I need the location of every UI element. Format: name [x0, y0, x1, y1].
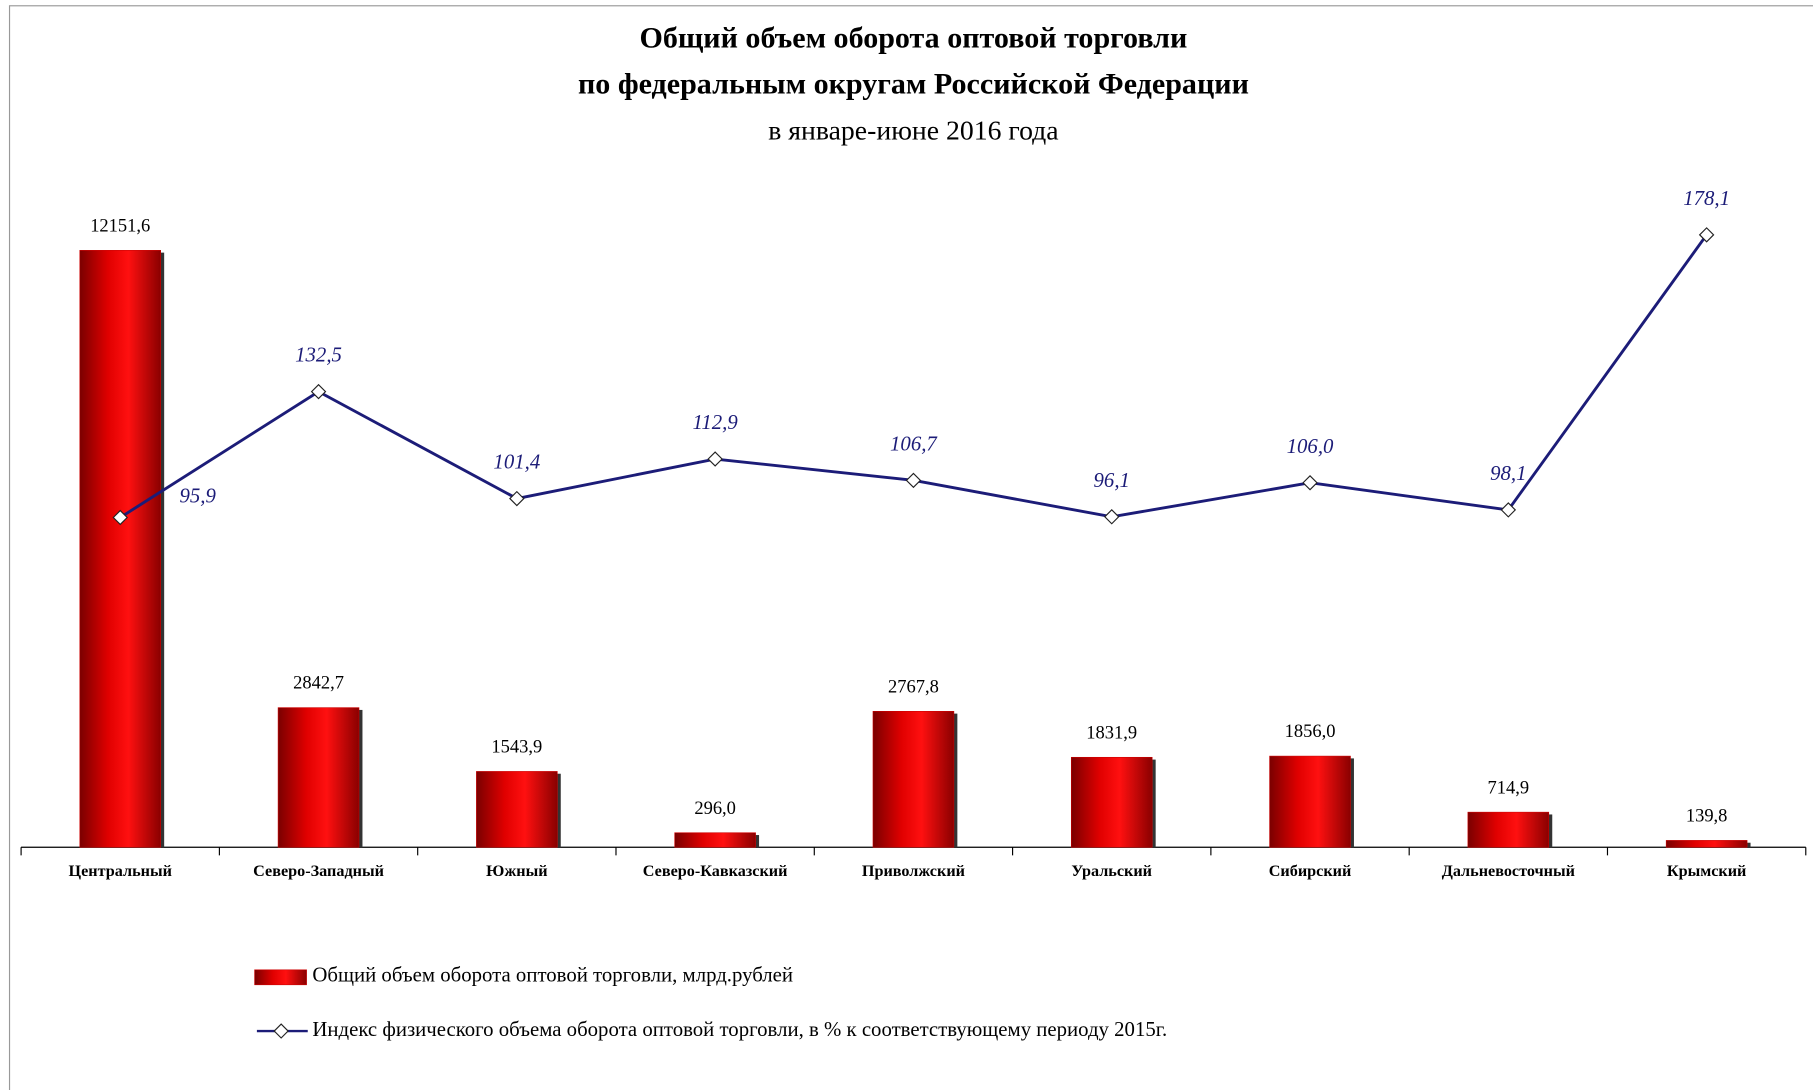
bar	[872, 711, 955, 848]
x-tick-label: Южный	[486, 863, 548, 881]
x-tick-label: Крымский	[1666, 863, 1747, 881]
bar-value-label: 1543,9	[491, 737, 542, 757]
x-tick-label: Северо-Западный	[253, 863, 384, 881]
bar-value-label: 139,8	[1686, 806, 1728, 826]
line-value-label: 106,7	[890, 432, 938, 455]
x-label-box: Северо-Кавказский	[642, 863, 788, 881]
legend-marker	[273, 1023, 289, 1039]
x-label-box: Уральский	[1071, 863, 1153, 881]
line-value-label: 96,1	[1094, 469, 1130, 492]
x-tick-label: Сибирский	[1268, 863, 1352, 881]
line-value-label: 112,9	[693, 411, 739, 434]
line-value-label: 98,1	[1490, 462, 1526, 485]
bar-value-label: 2767,8	[888, 676, 939, 696]
bar	[674, 832, 756, 848]
line-marker	[1500, 502, 1517, 518]
bar	[79, 250, 161, 848]
chart-title: Общий объем оборота оптовой торговли	[640, 20, 1188, 54]
line-marker	[905, 472, 922, 489]
line-marker	[310, 383, 327, 400]
line-marker	[1698, 227, 1715, 243]
x-tick-label: Северо-Кавказский	[642, 863, 788, 881]
bar	[1467, 811, 1550, 848]
line-marker	[1103, 509, 1120, 525]
bar	[1269, 755, 1351, 848]
x-label-box: Северо-Западный	[253, 863, 384, 881]
x-tick-label: Уральский	[1071, 863, 1153, 881]
legend-label: Индекс физического объема оборота оптово…	[312, 1018, 1167, 1041]
x-label-box: Сибирский	[1268, 863, 1352, 881]
line-value-label: 106,0	[1287, 435, 1334, 458]
legend-label: Общий объем оборота оптовой торговли, мл…	[312, 963, 793, 986]
line-marker	[1302, 475, 1318, 491]
chart-title: по федеральным округам Российской Федера…	[578, 67, 1249, 101]
frame	[8, 5, 1813, 1090]
x-label-box: Приволжский	[861, 863, 965, 881]
bar-value-label: 2842,7	[293, 673, 344, 693]
bar-value-label: 296,0	[694, 798, 736, 818]
bar-value-label: 12151,6	[90, 215, 150, 235]
x-tick-label: Приволжский	[861, 863, 965, 881]
x-label-box: Дальневосточный	[1441, 863, 1575, 881]
line-marker	[509, 490, 525, 507]
x-tick-label: Центральный	[68, 863, 172, 881]
line-value-label: 178,1	[1683, 187, 1730, 210]
x-label-box: Центральный	[68, 863, 172, 881]
line-value-label: 95,9	[179, 485, 216, 508]
bar-value-label: 1856,0	[1285, 721, 1336, 741]
chart-subtitle: в январе-июне 2016 года	[768, 115, 1058, 146]
x-label-box: Южный	[486, 863, 548, 881]
x-tick-label: Дальневосточный	[1441, 863, 1575, 881]
bar	[1665, 840, 1748, 848]
bar-value-label: 714,9	[1488, 777, 1530, 797]
bar-value-label: 1831,9	[1086, 722, 1137, 742]
x-label-box: Крымский	[1666, 863, 1747, 881]
line-value-label: 132,5	[295, 344, 342, 367]
line-value-label: 101,4	[493, 451, 540, 474]
bar	[476, 771, 558, 848]
line-marker	[112, 509, 128, 526]
line-marker	[707, 451, 723, 467]
legend-swatch	[254, 969, 307, 986]
bar	[1070, 756, 1153, 848]
bar	[277, 707, 360, 848]
